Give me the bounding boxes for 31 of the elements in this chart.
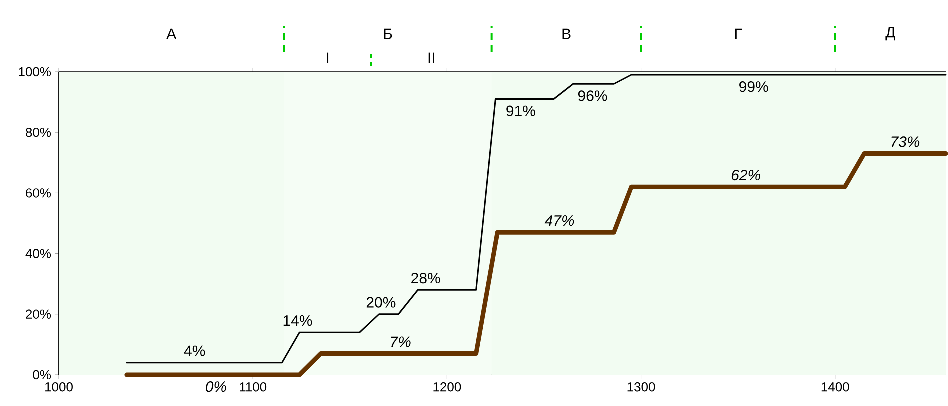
y-tick-label: 60%	[26, 188, 52, 198]
y-tick-label: 40%	[26, 249, 52, 258]
x-tick-label: 1400	[822, 382, 850, 392]
annotation: 73%	[892, 136, 920, 148]
band-label: Г	[735, 28, 742, 40]
annotation: 91%	[506, 106, 536, 116]
x-tick-label: 1100	[240, 382, 267, 392]
band-label: В	[562, 28, 571, 40]
band-label: А	[166, 28, 177, 40]
band-label: Д	[886, 27, 896, 41]
band-label: II	[428, 52, 434, 64]
annotation: 0%	[206, 382, 226, 392]
annotation: 62%	[732, 170, 760, 181]
x-tick-label: 1200	[434, 382, 462, 392]
y-tick-label: 80%	[26, 128, 52, 138]
annotation: 7%	[391, 336, 411, 348]
annotation: 4%	[184, 346, 206, 356]
annotation: 96%	[578, 90, 608, 102]
band-label: Б	[384, 28, 392, 40]
annotation: 20%	[366, 297, 396, 308]
y-tick-label: 20%	[26, 310, 52, 319]
annotation: 14%	[284, 316, 312, 326]
x-tick-label: 1000	[46, 382, 73, 392]
annotation: 47%	[544, 216, 574, 226]
annotation: 28%	[412, 272, 440, 284]
annotation: 99%	[740, 82, 768, 92]
x-tick-label: 1300	[628, 382, 656, 392]
y-tick-label: 100%	[19, 67, 52, 77]
y-tick-label: 0%	[33, 370, 52, 380]
band-label: I	[327, 52, 329, 64]
line-series	[124, 152, 948, 378]
